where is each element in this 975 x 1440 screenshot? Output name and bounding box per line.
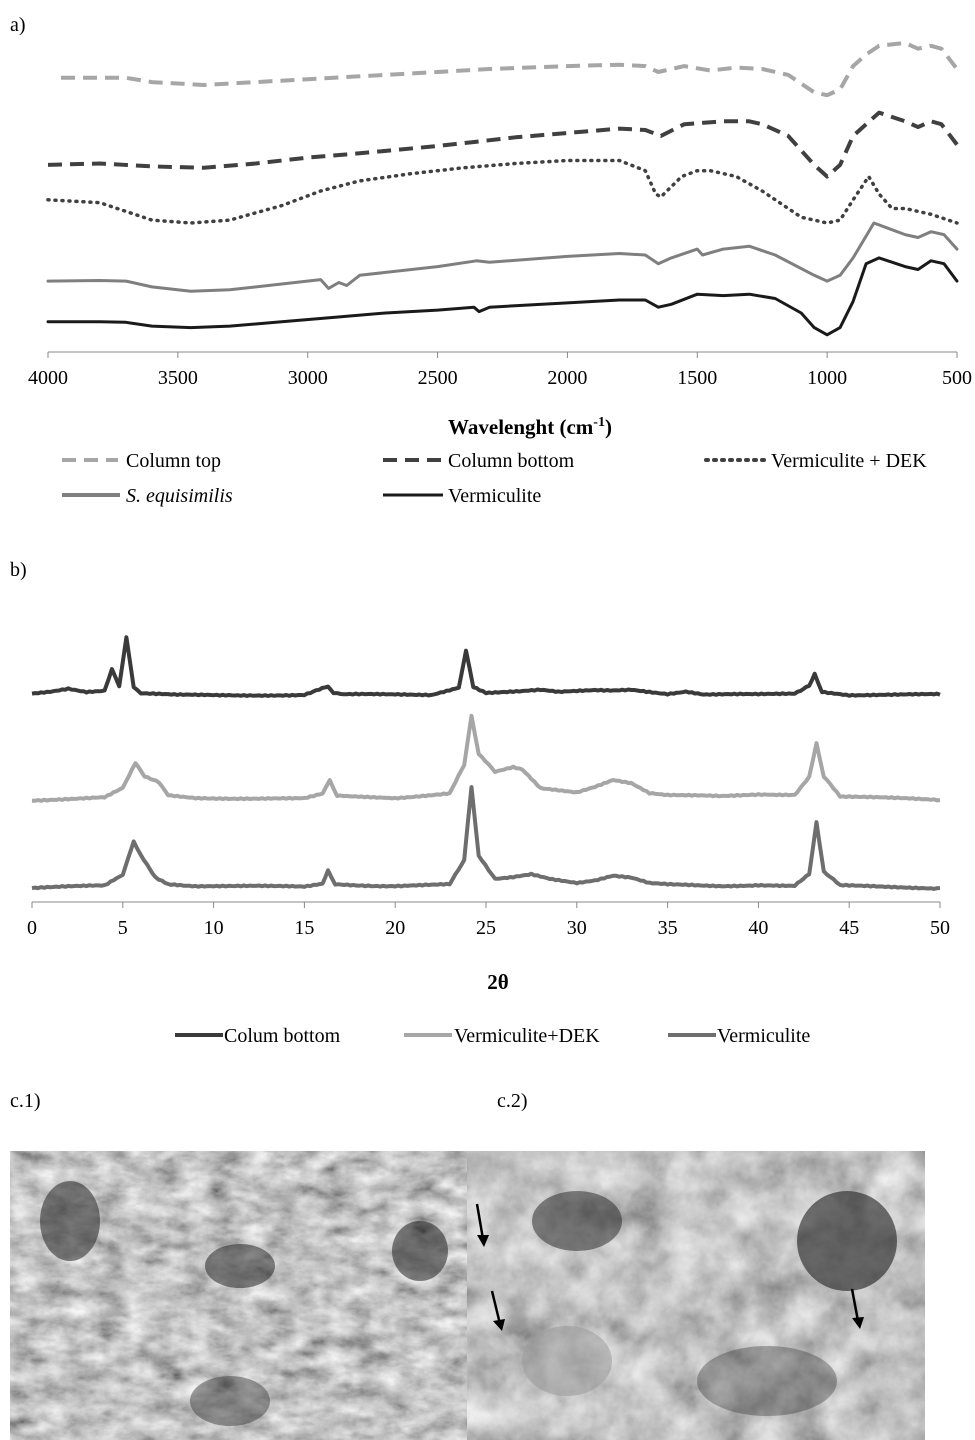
x-axis-label: 2θ <box>487 970 509 994</box>
legend-item-s-equisimilis: S. equisimilis <box>62 485 233 507</box>
x-tick-label: 1000 <box>807 367 847 389</box>
x-tick-label: 45 <box>839 917 859 939</box>
panel-label-c1: c.1) <box>10 1090 41 1112</box>
legend-item-vermiculite-dek: Vermiculite+DEK <box>404 1025 600 1047</box>
arrow-icon <box>490 1290 505 1331</box>
x-tick-label: 500 <box>942 367 972 389</box>
legend-label: S. equisimilis <box>126 485 233 507</box>
sem-image-c2 <box>467 1151 925 1440</box>
arrow-icon <box>850 1288 864 1329</box>
series-line-vermiculite-dek <box>46 158 959 225</box>
legend-label: Vermiculite + DEK <box>771 450 927 472</box>
legend-item-column-top: Column top <box>62 450 221 472</box>
x-tick-label: 2000 <box>547 367 587 389</box>
x-tick-label: 1500 <box>677 367 717 389</box>
ftir-chart: 4000 3500 3000 2500 2000 1500 1000 500 Waveleng… <box>28 40 972 507</box>
series-line-vermiculite <box>31 785 941 891</box>
legend: Colum bottom Vermiculite+DEK Vermiculite <box>175 1025 810 1047</box>
x-tick-label: 5 <box>118 917 128 939</box>
arrow-icon <box>475 1203 489 1247</box>
legend-item-vermiculite: Vermiculite <box>668 1025 810 1047</box>
legend-label: Colum bottom <box>224 1025 341 1047</box>
legend-item-vermiculite-dek: Vermiculite + DEK <box>704 450 927 472</box>
series-line-column-bottom <box>47 110 959 179</box>
x-tick-label: 25 <box>476 917 496 939</box>
x-tick-label: 20 <box>385 917 405 939</box>
x-tick-label: 10 <box>204 917 224 939</box>
legend-label: Vermiculite <box>448 485 541 507</box>
panel-label-a: a) <box>10 14 26 36</box>
x-tick-label: 40 <box>748 917 768 939</box>
x-tick-label: 2500 <box>418 367 458 389</box>
x-tick-label: 4000 <box>28 367 68 389</box>
x-tick-label: 0 <box>27 917 37 939</box>
x-tick-label: 30 <box>567 917 587 939</box>
series-line-column-top <box>61 40 959 98</box>
legend-label: Vermiculite <box>717 1025 810 1047</box>
series-line-vermiculite-dek <box>31 713 941 803</box>
x-tick-label: 35 <box>658 917 678 939</box>
panel-label-b: b) <box>10 559 27 581</box>
series-line-s-equisimilis <box>46 221 959 293</box>
legend: Column top Column bottom Vermiculite + D… <box>62 450 927 507</box>
legend-label: Column top <box>126 450 221 472</box>
xrd-chart: 0 5 10 15 20 25 30 35 40 45 50 2θ Colum bottom Ver… <box>27 635 950 1047</box>
x-tick-label: 50 <box>930 917 950 939</box>
legend-label: Column bottom <box>448 450 575 472</box>
x-tick-label: 3500 <box>158 367 198 389</box>
series-line-vermiculite <box>46 256 959 337</box>
legend-label: Vermiculite+DEK <box>454 1025 600 1047</box>
x-tick-label: 3000 <box>288 367 328 389</box>
legend-item-column-bottom: Column bottom <box>383 450 575 472</box>
x-axis-label: Wavelenght (cm-1) <box>448 415 612 439</box>
x-tick-label: 15 <box>294 917 314 939</box>
legend-item-vermiculite: Vermiculite <box>383 485 541 507</box>
sem-image-c1 <box>10 1151 467 1440</box>
series-line-colum-bottom <box>31 635 941 698</box>
panel-label-c2: c.2) <box>497 1090 528 1112</box>
legend-item-colum-bottom: Colum bottom <box>175 1025 341 1047</box>
